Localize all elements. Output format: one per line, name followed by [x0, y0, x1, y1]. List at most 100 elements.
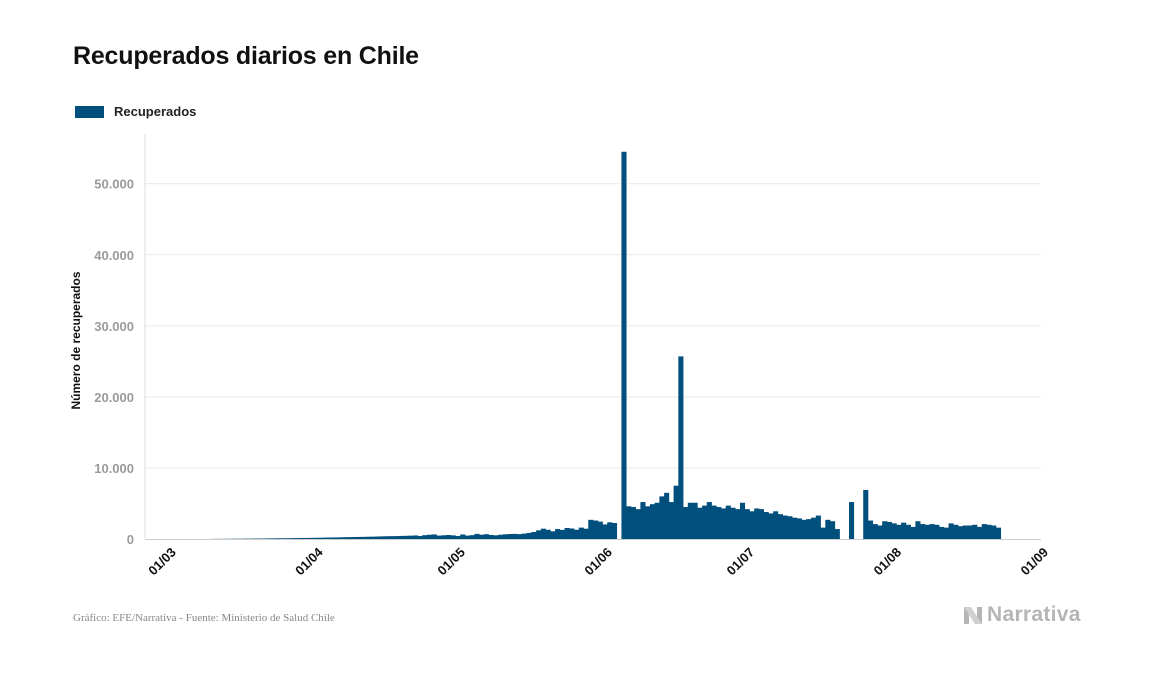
bar — [692, 502, 698, 539]
bar — [479, 534, 485, 539]
bar — [275, 538, 281, 539]
bar — [512, 533, 518, 539]
bar — [635, 509, 641, 539]
bar — [446, 535, 452, 539]
bar — [730, 507, 736, 539]
bar — [417, 536, 423, 539]
bar — [849, 502, 855, 539]
bar — [934, 524, 940, 539]
bar — [640, 502, 646, 539]
y-axis-title: Número de recuperados — [69, 271, 83, 409]
x-tick-label: 01/03 — [145, 545, 179, 579]
bar — [901, 522, 907, 539]
bar — [758, 509, 765, 539]
bar — [374, 536, 381, 539]
bar — [924, 524, 930, 539]
bar — [962, 525, 968, 539]
bar — [981, 524, 987, 539]
bar — [920, 524, 926, 539]
bar — [284, 538, 290, 539]
bar — [773, 511, 779, 539]
bar — [294, 538, 300, 539]
bar — [545, 529, 551, 539]
bar — [815, 515, 821, 539]
bar — [403, 535, 409, 539]
bar — [787, 516, 793, 539]
bar — [711, 505, 717, 539]
axes — [144, 134, 1041, 540]
bar — [370, 536, 376, 539]
legend-swatch — [75, 105, 104, 118]
bar — [469, 535, 475, 539]
bar — [716, 507, 722, 539]
bar — [389, 536, 395, 539]
bar — [673, 485, 679, 539]
bar — [299, 538, 305, 539]
bar — [265, 538, 271, 539]
source-credit: Gráfico: EFE/Narrativa - Fuente: Ministe… — [73, 612, 335, 624]
bar — [768, 513, 774, 539]
bar — [588, 519, 594, 539]
bar — [801, 519, 807, 539]
bar — [645, 506, 651, 539]
bar — [559, 529, 565, 539]
bar — [483, 534, 490, 539]
gridlines — [145, 183, 1041, 469]
y-tick-label: 40.000 — [94, 248, 134, 263]
bar — [725, 505, 731, 539]
bar — [593, 520, 599, 539]
bar — [626, 506, 632, 539]
brand-logo: Narrativa — [962, 603, 1081, 627]
bar — [735, 509, 741, 539]
bar — [455, 536, 461, 539]
bar — [886, 521, 893, 539]
bar — [540, 528, 546, 539]
bar — [749, 511, 755, 539]
bar — [668, 502, 674, 539]
bar — [450, 535, 456, 539]
bar — [365, 536, 371, 539]
y-tick-labels: 0 10.000 20.000 30.000 40.000 50.000 — [94, 177, 134, 547]
bar — [687, 502, 693, 539]
bar — [929, 524, 935, 539]
bar — [777, 514, 783, 539]
bar — [915, 521, 921, 539]
bar — [578, 527, 584, 539]
y-tick-label: 10.000 — [94, 461, 134, 476]
bar — [531, 532, 537, 539]
y-tick-label: 30.000 — [94, 319, 134, 334]
bar — [427, 534, 433, 539]
bar — [872, 524, 878, 539]
bar — [664, 492, 670, 539]
bar — [863, 489, 869, 539]
bar — [351, 537, 357, 539]
bar — [910, 526, 916, 539]
bar — [460, 534, 466, 539]
bar — [318, 537, 324, 539]
bar — [611, 523, 618, 539]
bar — [341, 537, 347, 539]
bar — [384, 536, 390, 539]
bar — [474, 533, 480, 539]
bar — [398, 535, 404, 539]
bar — [270, 538, 276, 539]
bar — [891, 523, 897, 539]
bar — [995, 527, 1002, 539]
y-tick-label: 20.000 — [94, 390, 134, 405]
bar — [763, 512, 769, 539]
bar — [649, 504, 655, 539]
y-tick-label: 0 — [127, 532, 134, 547]
bar — [569, 528, 575, 539]
bar — [555, 529, 561, 539]
bar — [972, 524, 978, 539]
bar — [630, 507, 637, 539]
bar — [346, 537, 352, 539]
bar — [621, 151, 627, 539]
bar — [493, 535, 499, 539]
bar — [488, 535, 494, 539]
bar — [517, 534, 523, 539]
bar — [507, 534, 513, 539]
bar — [550, 531, 556, 539]
bar — [574, 529, 580, 539]
